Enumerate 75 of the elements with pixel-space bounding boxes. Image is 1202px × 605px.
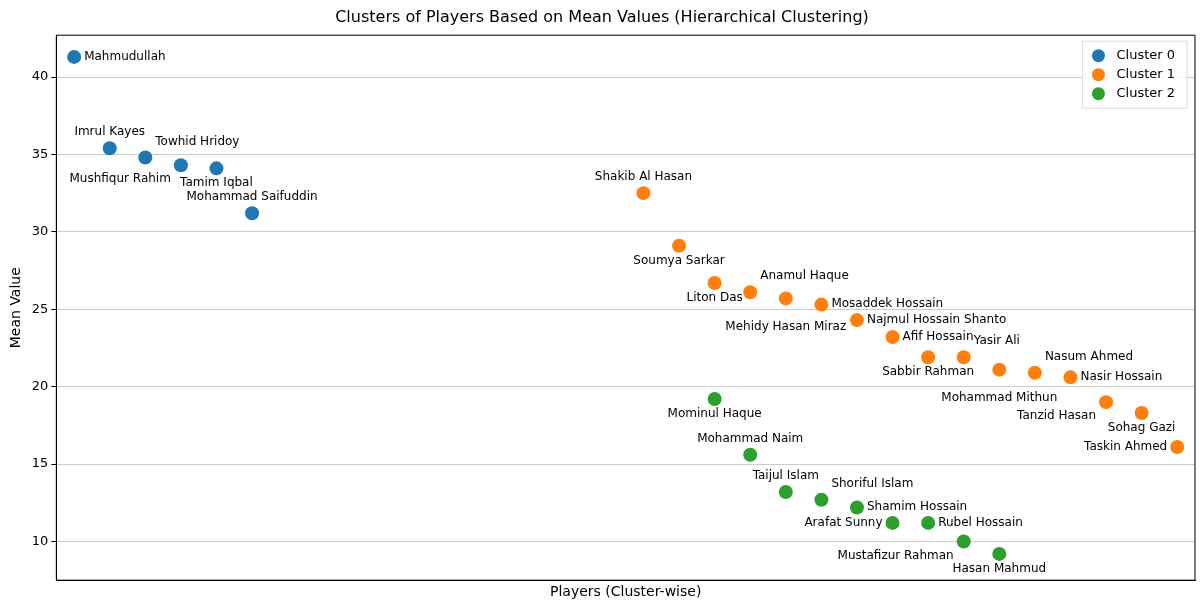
data-label: Mustafizur Rahman (837, 547, 954, 562)
data-label: Sohag Gazi (1107, 420, 1176, 435)
point (992, 362, 1007, 377)
data-label: Mohammad Saifuddin (186, 189, 318, 204)
point (885, 515, 900, 530)
point (1027, 365, 1042, 380)
point (245, 206, 260, 221)
point (921, 350, 936, 365)
data-label: Anamul Haque (760, 268, 849, 283)
legend-label: Cluster 2 (1116, 85, 1175, 101)
legend-label: Cluster 0 (1116, 47, 1175, 63)
data-label: Mehidy Hasan Miraz (725, 318, 847, 333)
point (743, 447, 758, 462)
point (921, 515, 936, 530)
point (707, 392, 722, 407)
data-label: Mohammad Mithun (941, 389, 1058, 404)
data-label: Liton Das (686, 290, 743, 305)
data-label: Nasir Hossain (1080, 369, 1163, 383)
y-tick-label: 15 (31, 455, 49, 471)
data-label: Yasir Ali (972, 333, 1020, 348)
point (814, 492, 829, 507)
point (1134, 405, 1149, 420)
point (1063, 370, 1078, 385)
point (992, 546, 1007, 561)
data-label: Soumya Sarkar (633, 252, 725, 267)
point (67, 49, 82, 64)
point (778, 291, 793, 306)
point (849, 313, 864, 328)
point (138, 150, 153, 165)
y-tick-label: 25 (31, 300, 49, 316)
data-label: Afif Hossain (902, 328, 974, 343)
point (743, 285, 758, 300)
data-label: Taskin Ahmed (1083, 438, 1168, 453)
point (102, 141, 117, 156)
point (778, 484, 793, 499)
point (1170, 440, 1185, 455)
point (672, 238, 687, 253)
data-label: Shamim Hossain (866, 499, 968, 514)
point (1099, 395, 1114, 410)
y-tick-label: 35 (31, 145, 49, 161)
data-label: Mahmudullah (84, 48, 166, 63)
data-label: Sabbir Rahman (882, 364, 975, 379)
data-label: Najmul Hossain Shanto (866, 311, 1007, 326)
data-label: Nasum Ahmed (1044, 348, 1134, 363)
data-label: Mushfiqur Rahim (69, 171, 171, 186)
point (956, 350, 971, 365)
data-label: Taijul Islam (751, 468, 819, 483)
point (956, 534, 971, 549)
data-label: Imrul Kayes (74, 124, 146, 139)
data-label: Mohammad Naim (697, 430, 804, 445)
x-axis-title: Players (Cluster-wise) (550, 583, 702, 600)
data-label: Tamim Iqbal (179, 175, 253, 190)
data-label: Tanzid Hasan (1016, 408, 1097, 423)
y-tick-label: 10 (31, 532, 49, 548)
y-tick-label: 30 (31, 223, 49, 239)
data-label: Mosaddek Hossain (831, 296, 944, 311)
data-label: Shoriful Islam (831, 475, 914, 490)
point (849, 500, 864, 515)
data-label: Arafat Sunny (804, 514, 883, 529)
point (814, 297, 829, 312)
point (636, 186, 651, 201)
point (209, 161, 224, 176)
data-label: Rubel Hossain (938, 514, 1023, 529)
data-label: Towhid Hridoy (154, 133, 240, 148)
point (707, 275, 722, 290)
data-label: Shakib Al Hasan (594, 169, 693, 184)
data-label: Hasan Mahmud (952, 561, 1047, 575)
point (173, 158, 188, 173)
y-tick-label: 40 (31, 68, 49, 84)
point (885, 330, 900, 345)
legend-label: Cluster 1 (1116, 66, 1175, 82)
y-axis-title: Mean Value (7, 267, 24, 349)
data-label: Mominul Haque (667, 406, 762, 421)
chart-title: Clusters of Players Based on Mean Values (Hierarchical Clustering) (335, 6, 869, 26)
y-tick-label: 20 (31, 378, 49, 394)
